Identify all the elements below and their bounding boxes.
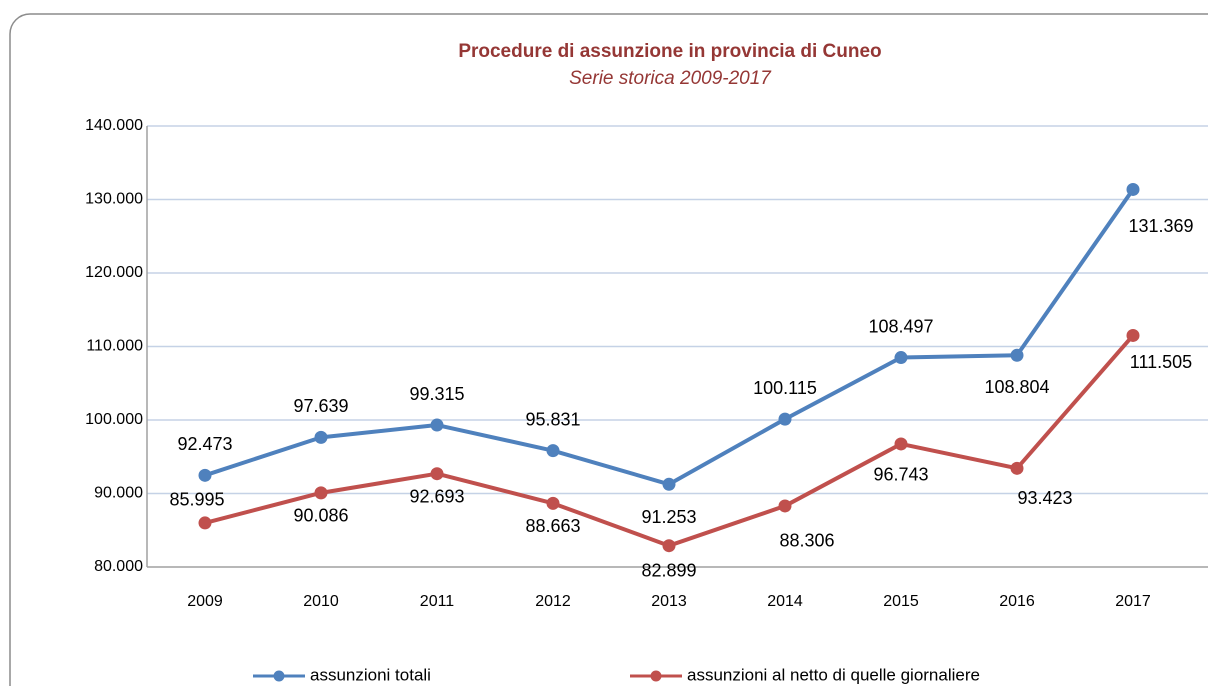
- data-label: 91.253: [641, 507, 696, 527]
- legend-marker: [650, 670, 662, 682]
- data-point: [894, 437, 908, 451]
- y-tick-label: 80.000: [94, 558, 143, 575]
- x-tick-label: 2012: [535, 593, 571, 610]
- data-point: [314, 486, 328, 500]
- data-point: [430, 418, 444, 432]
- x-tick-label: 2013: [651, 593, 687, 610]
- data-label: 82.899: [641, 560, 696, 580]
- x-tick-label: 2017: [1115, 593, 1151, 610]
- data-label: 95.831: [525, 409, 580, 429]
- data-point: [662, 477, 676, 491]
- data-point: [198, 516, 212, 530]
- x-tick-label: 2010: [303, 593, 339, 610]
- data-point: [1126, 182, 1140, 196]
- data-label: 93.423: [1017, 488, 1072, 508]
- data-point: [314, 430, 328, 444]
- y-tick-label: 120.000: [85, 264, 143, 281]
- x-tick-label: 2016: [999, 593, 1035, 610]
- data-point: [198, 468, 212, 482]
- data-label: 108.804: [984, 377, 1049, 397]
- data-label: 108.497: [868, 316, 933, 336]
- x-tick-label: 2015: [883, 593, 919, 610]
- data-label: 96.743: [873, 465, 928, 485]
- data-point: [1010, 461, 1024, 475]
- data-point: [894, 351, 908, 365]
- legend-marker: [273, 670, 285, 682]
- x-tick-label: 2014: [767, 593, 803, 610]
- data-point: [778, 499, 792, 513]
- data-point: [1010, 348, 1024, 362]
- chart-frame: [9, 13, 1208, 686]
- y-tick-label: 100.000: [85, 411, 143, 428]
- data-point: [778, 412, 792, 426]
- y-tick-label: 90.000: [94, 485, 143, 502]
- data-label: 100.115: [753, 378, 817, 398]
- x-tick-label: 2009: [187, 593, 223, 610]
- data-point: [1126, 328, 1140, 342]
- data-label: 88.663: [525, 516, 580, 536]
- chart-title: Procedure di assunzione in provincia di …: [458, 41, 881, 62]
- x-tick-label: 2011: [420, 593, 455, 610]
- data-label: 85.995: [169, 490, 224, 510]
- y-tick-label: 140.000: [85, 117, 143, 134]
- data-label: 131.369: [1128, 216, 1193, 236]
- data-point: [546, 496, 560, 510]
- data-label: 90.086: [293, 506, 348, 526]
- y-tick-label: 110.000: [86, 338, 143, 355]
- data-point: [662, 539, 676, 553]
- data-label: 92.473: [177, 434, 232, 454]
- data-label: 92.693: [409, 486, 464, 506]
- chart-subtitle: Serie storica 2009-2017: [569, 68, 772, 89]
- data-label: 88.306: [779, 531, 834, 551]
- legend-label: assunzioni al netto di quelle giornalier…: [687, 665, 980, 684]
- data-label: 99.315: [409, 384, 464, 404]
- data-label: 97.639: [293, 396, 348, 416]
- data-point: [546, 444, 560, 458]
- legend-label: assunzioni totali: [310, 665, 431, 684]
- y-tick-label: 130.000: [85, 191, 143, 208]
- data-point: [430, 467, 444, 481]
- data-label: 111.505: [1130, 352, 1192, 372]
